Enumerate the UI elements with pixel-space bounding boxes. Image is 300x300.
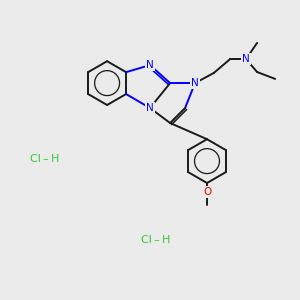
Text: N: N [191, 78, 199, 88]
Text: N: N [146, 60, 154, 70]
Text: N: N [242, 54, 250, 64]
Text: N: N [146, 103, 154, 113]
Text: Cl – H: Cl – H [30, 154, 60, 164]
Text: O: O [203, 187, 211, 197]
Text: Cl – H: Cl – H [141, 235, 171, 245]
